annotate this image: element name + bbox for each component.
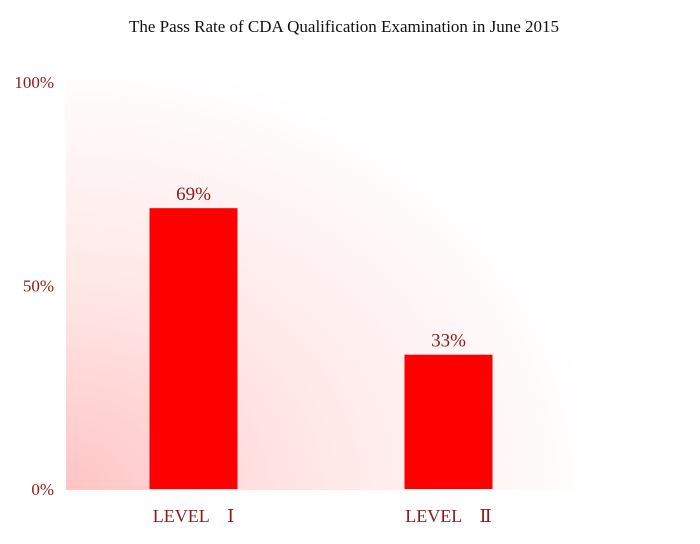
bar xyxy=(404,354,493,489)
data-labels: 69% 33% xyxy=(176,184,466,352)
bar xyxy=(149,208,238,490)
data-label: 33% xyxy=(431,331,466,352)
bars xyxy=(149,208,493,490)
y-tick-label: 100% xyxy=(14,73,54,92)
data-label: 69% xyxy=(176,184,211,205)
chart-title: The Pass Rate of CDA Qualification Exami… xyxy=(129,17,559,36)
y-axis-ticks: 0% 50% 100% xyxy=(14,73,54,499)
x-tick-label: LEVEL Ⅰ xyxy=(153,506,234,526)
x-axis-ticks: LEVEL Ⅰ LEVEL Ⅱ xyxy=(153,506,492,526)
y-tick-label: 0% xyxy=(31,480,54,499)
y-tick-label: 50% xyxy=(23,277,54,296)
x-tick-label: LEVEL Ⅱ xyxy=(405,506,492,526)
plot-background xyxy=(66,78,576,490)
